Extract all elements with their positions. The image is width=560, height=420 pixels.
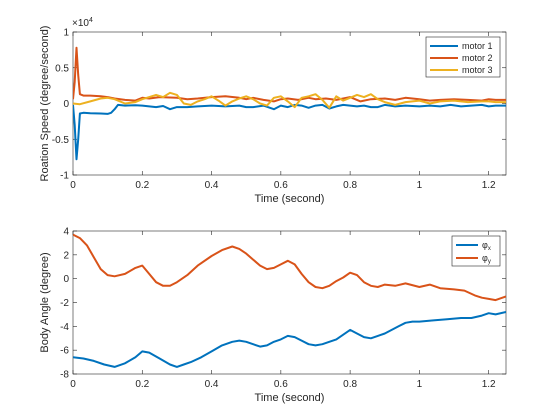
x-tick-label: 1 (417, 379, 423, 390)
legend-label: motor 3 (462, 65, 493, 75)
series-line-1 (73, 103, 506, 161)
y-tick-label: 4 (63, 227, 69, 238)
x-tick-label: 0.8 (343, 379, 357, 390)
legend-label: motor 1 (462, 41, 493, 51)
y-tick-label: 2 (63, 250, 69, 261)
x-tick-label: 1.2 (482, 180, 496, 191)
x-tick-label: 0.6 (274, 379, 288, 390)
y-tick-label: -2 (60, 298, 69, 309)
body-angle-plot: 0 0.2 0.4 0.6 0.8 1 1.2 -8 -6 -4 -2 0 2 4 Time (second… (39, 227, 507, 404)
x-tick-label: 0 (70, 180, 76, 191)
x-tick-label: 0.2 (135, 180, 149, 191)
y-tick-label: -8 (60, 370, 69, 381)
y-tick-label: -1 (60, 171, 69, 182)
x-tick-label: 0.8 (343, 180, 357, 191)
x-tick-label: 0.6 (274, 180, 288, 191)
y-exponent-label: ×10 (72, 18, 89, 29)
x-axis-label: Time (second) (255, 392, 325, 404)
series-line-1 (73, 311, 506, 368)
y-axis-label: Body Angle (degree) (39, 252, 51, 352)
y-axis-label: Roation Speed (degree/second) (39, 26, 51, 182)
y-tick-label: -6 (60, 346, 69, 357)
x-tick-label: 1 (417, 180, 423, 191)
y-tick-label: 0.5 (55, 63, 69, 74)
x-tick-label: 0.4 (205, 180, 219, 191)
x-tick-label: 0 (70, 379, 76, 390)
axes-frame (72, 230, 507, 375)
legend-label: φx (482, 240, 491, 252)
legend-label: motor 2 (462, 53, 493, 63)
x-tick-label: 0.4 (205, 379, 219, 390)
y-tick-label: 1 (63, 28, 69, 39)
y-tick-label: 0 (63, 99, 69, 110)
series-line-3 (73, 91, 506, 109)
y-tick-label: -4 (60, 322, 69, 333)
x-axis-label: Time (second) (255, 193, 325, 205)
y-tick-label: 0 (63, 274, 69, 285)
x-tick-label: 1.2 (482, 379, 496, 390)
y-tick-label: -0.5 (52, 135, 70, 146)
x-tick-label: 0.2 (135, 379, 149, 390)
legend: motor 1 motor 2 motor 3 (425, 36, 501, 78)
series-line-2 (73, 46, 506, 103)
legend-label: φy (482, 253, 491, 265)
y-exponent-power: 4 (89, 17, 93, 24)
series-line-2 (73, 233, 506, 302)
